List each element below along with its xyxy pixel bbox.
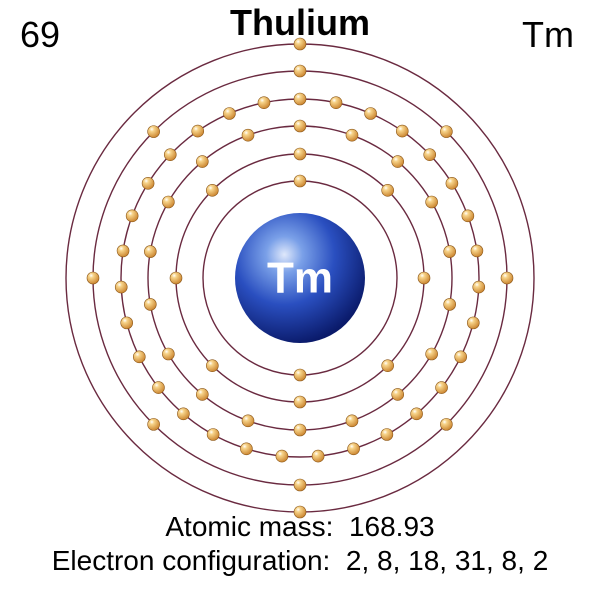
electron	[382, 184, 394, 196]
electron	[348, 442, 360, 454]
electron	[382, 359, 394, 371]
electron	[436, 381, 448, 393]
electron	[207, 428, 219, 440]
electron	[346, 129, 358, 141]
electron	[206, 359, 218, 371]
electron	[396, 125, 408, 137]
electron	[440, 418, 452, 430]
electron	[365, 107, 377, 119]
electron	[455, 350, 467, 362]
electron	[444, 245, 456, 257]
electron	[294, 120, 306, 132]
electron	[115, 281, 127, 293]
electron	[240, 442, 252, 454]
electron	[294, 396, 306, 408]
electron	[164, 148, 176, 160]
electron	[162, 348, 174, 360]
electron	[196, 388, 208, 400]
footer-text: Atomic mass: 168.93 Electron configurati…	[0, 511, 600, 577]
electron	[258, 96, 270, 108]
electron	[117, 244, 129, 256]
electron	[294, 93, 306, 105]
atom-diagram: Tm	[0, 45, 600, 510]
atomic-mass-value: 168.93	[349, 511, 435, 542]
electron	[446, 177, 458, 189]
electron	[444, 298, 456, 310]
electron	[276, 450, 288, 462]
nucleus-symbol: Tm	[267, 253, 333, 302]
electron	[462, 209, 474, 221]
electron	[126, 209, 138, 221]
electron	[426, 196, 438, 208]
electron	[294, 175, 306, 187]
electron	[467, 316, 479, 328]
element-card: 69 Thulium Tm Tm	[0, 0, 600, 595]
electron	[471, 244, 483, 256]
electron	[206, 184, 218, 196]
electron	[418, 272, 430, 284]
electron	[411, 407, 423, 419]
electron	[152, 381, 164, 393]
electron-config-label: Electron configuration:	[52, 545, 331, 576]
electron	[162, 196, 174, 208]
electron	[192, 125, 204, 137]
electron	[196, 155, 208, 167]
electron	[440, 125, 452, 137]
electron	[424, 148, 436, 160]
electron	[148, 125, 160, 137]
electron	[294, 369, 306, 381]
electron	[473, 281, 485, 293]
electron	[142, 177, 154, 189]
electron-config-value: 2, 8, 18, 31, 8, 2	[346, 545, 548, 576]
electron	[312, 450, 324, 462]
atomic-mass-label: Atomic mass:	[165, 511, 333, 542]
electron	[346, 414, 358, 426]
atom-svg: Tm	[0, 18, 600, 538]
electron	[87, 272, 99, 284]
electron	[392, 388, 404, 400]
electron	[223, 107, 235, 119]
electron	[330, 96, 342, 108]
electron	[242, 414, 254, 426]
electron	[133, 350, 145, 362]
electron	[294, 479, 306, 491]
electron	[392, 155, 404, 167]
electron	[294, 424, 306, 436]
electron	[381, 428, 393, 440]
electron	[294, 65, 306, 77]
electron	[242, 129, 254, 141]
electron	[170, 272, 182, 284]
electron	[144, 298, 156, 310]
electron	[294, 38, 306, 50]
electron	[121, 316, 133, 328]
electron	[144, 245, 156, 257]
electron	[177, 407, 189, 419]
nucleus: Tm	[235, 213, 365, 343]
electron	[294, 148, 306, 160]
electron	[148, 418, 160, 430]
electron	[501, 272, 513, 284]
electron	[426, 348, 438, 360]
